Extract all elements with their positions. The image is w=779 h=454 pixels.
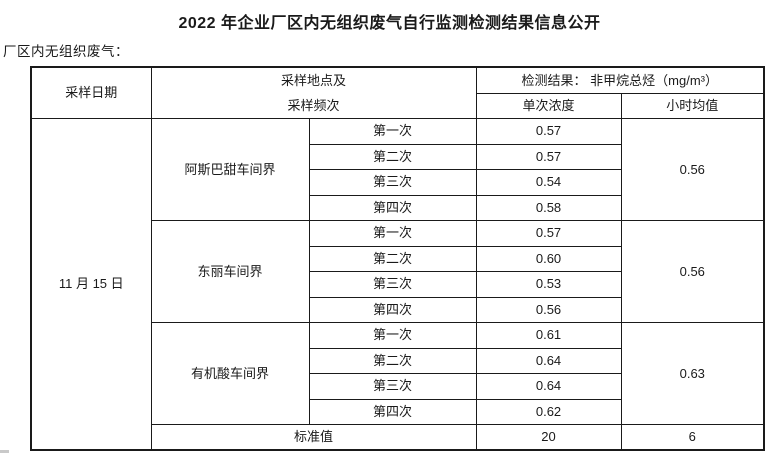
monitoring-results-table: 采样日期 采样地点及 采样频次 检测结果： 非甲烷总烃（mg/m³） 单次浓度 …	[30, 66, 766, 451]
frequency-cell: 第四次	[308, 398, 477, 425]
header-location-line1: 采样地点及	[281, 73, 347, 88]
section-label: 厂区内无组织废气：	[3, 44, 129, 59]
frequency-cell: 第三次	[308, 271, 477, 298]
value-cell: 0.53	[475, 271, 622, 298]
header-location-line2: 采样频次	[287, 98, 340, 113]
frequency-cell: 第一次	[308, 322, 477, 349]
table-row: 东丽车间界 第一次 0.57 0.56	[31, 220, 765, 323]
frequency-cell: 第一次	[308, 220, 477, 247]
header-sample-date: 采样日期	[30, 66, 152, 119]
frequency-cell: 第一次	[308, 118, 477, 145]
standard-hourly-cell: 6	[620, 424, 765, 450]
standard-value-row: 标准值 20 6	[31, 424, 765, 450]
standard-single-cell: 20	[475, 424, 622, 450]
hourly-avg-cell: 0.63	[620, 322, 765, 425]
value-cell: 0.56	[475, 296, 622, 323]
location-cell-dongli: 东丽车间界	[150, 220, 310, 323]
value-cell: 0.64	[475, 347, 622, 374]
frequency-cell: 第二次	[308, 245, 477, 272]
table-row: 第四次 0.62	[31, 398, 764, 425]
table-row: 第二次 0.64	[31, 347, 764, 374]
value-cell: 0.57	[475, 143, 622, 170]
scrollbar-artifact	[0, 450, 9, 453]
value-cell: 0.58	[475, 194, 622, 221]
table-row: 第二次 0.57	[31, 143, 764, 170]
value-cell: 0.57	[475, 118, 622, 145]
table-row: 11 月 15 日 阿斯巴甜车间界 第一次 0.57 0.56	[30, 118, 765, 450]
table-row: 第二次 0.60	[31, 245, 764, 272]
table-row: 第四次 0.58	[31, 194, 764, 221]
frequency-cell: 第三次	[308, 169, 477, 196]
frequency-cell: 第四次	[308, 296, 477, 323]
standard-label-cell: 标准值	[150, 424, 477, 450]
location-cell-organic-acid: 有机酸车间界	[150, 322, 310, 425]
value-cell: 0.61	[475, 322, 622, 349]
header-hourly-average: 小时均值	[620, 92, 765, 120]
table-row: 第三次 0.53	[31, 271, 764, 298]
frequency-cell: 第三次	[308, 373, 477, 400]
header-location-frequency: 采样地点及 采样频次	[150, 66, 477, 119]
table-row: 第四次 0.56	[31, 296, 764, 323]
value-cell: 0.57	[475, 220, 622, 247]
value-cell: 0.62	[475, 398, 622, 425]
value-cell: 0.54	[475, 169, 622, 196]
hourly-avg-cell: 0.56	[620, 220, 765, 323]
header-row-1: 采样日期 采样地点及 采样频次 检测结果： 非甲烷总烃（mg/m³）	[30, 66, 765, 119]
value-cell: 0.64	[475, 373, 622, 400]
page-title: 2022 年企业厂区内无组织废气自行监测检测结果信息公开	[178, 15, 601, 32]
frequency-cell: 第四次	[308, 194, 477, 221]
header-row-2: 单次浓度 小时均值	[31, 92, 765, 120]
header-result: 检测结果： 非甲烷总烃（mg/m³）	[475, 66, 765, 94]
value-cell: 0.60	[475, 245, 622, 272]
table-row: 第三次 0.64	[31, 373, 764, 400]
table-row: 第三次 0.54	[31, 169, 764, 196]
frequency-cell: 第二次	[308, 347, 477, 374]
frequency-cell: 第二次	[308, 143, 477, 170]
table-row: 有机酸车间界 第一次 0.61 0.63	[31, 322, 765, 425]
hourly-avg-cell: 0.56	[620, 118, 765, 221]
sample-date-cell: 11 月 15 日	[30, 118, 152, 450]
header-single-concentration: 单次浓度	[475, 92, 622, 120]
location-cell-aspartame: 阿斯巴甜车间界	[150, 118, 310, 221]
